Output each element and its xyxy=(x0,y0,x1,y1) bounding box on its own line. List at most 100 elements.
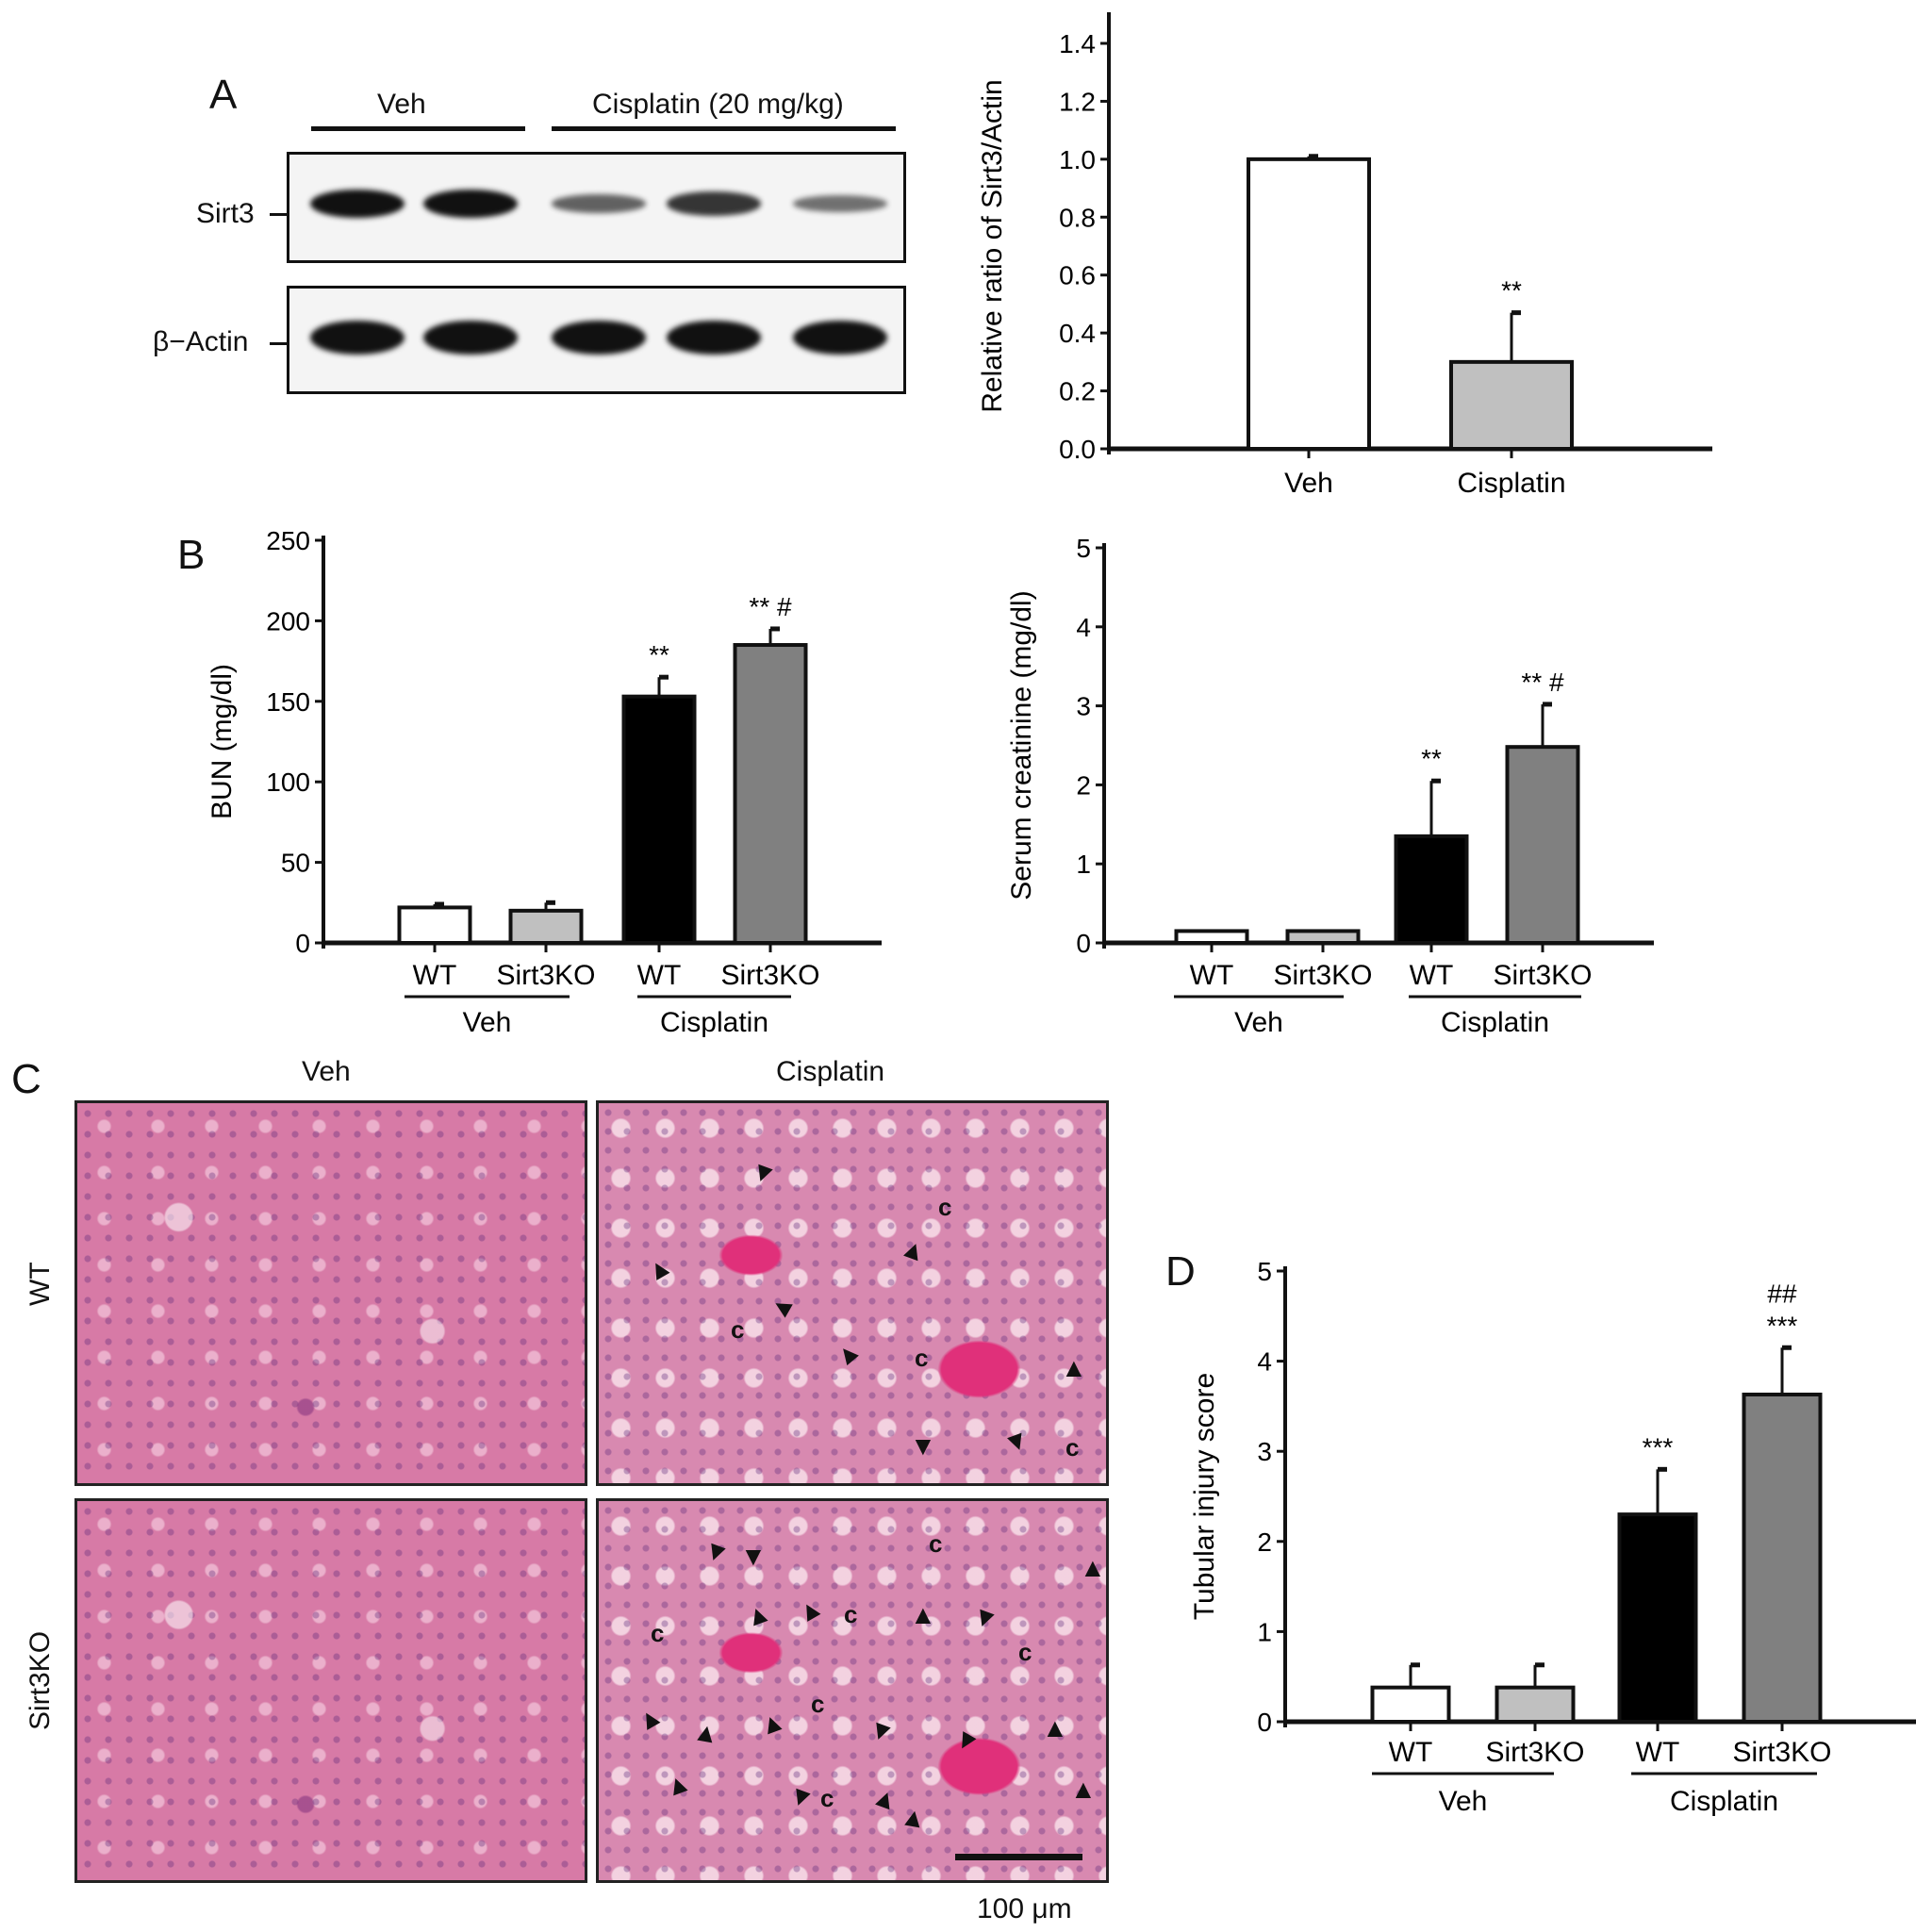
y-tick-label: 100 xyxy=(266,768,310,797)
bar xyxy=(621,694,697,946)
cast-label: c xyxy=(1065,1433,1080,1461)
arrowhead-icon: ▲ xyxy=(1070,1775,1097,1804)
bar xyxy=(1449,359,1574,452)
y-tick-label: 5 xyxy=(1257,1257,1272,1286)
significance-marker: *** xyxy=(1643,1432,1674,1461)
bar xyxy=(733,643,808,946)
y-tick-label: 3 xyxy=(1257,1437,1272,1466)
y-tick-label: 4 xyxy=(1257,1347,1272,1377)
bar xyxy=(397,905,472,946)
y-tick-label: 150 xyxy=(266,687,310,717)
y-tick-label: 4 xyxy=(1076,613,1091,642)
histology-image-sirt3ko-cisplatin: c c c c c c ▲ ▲ ▲ ▲ ▲ ▲ ▲ ▲ ▲ ▲ ▲ ▲ ▲ ▲ ▲ ▲ ▲ ▲ xyxy=(596,1498,1109,1883)
category-label: Sirt3KO xyxy=(496,960,595,991)
y-tick-label: 1.4 xyxy=(1059,29,1096,58)
blot-band xyxy=(667,191,761,216)
significance-marker: *** xyxy=(1767,1311,1798,1340)
category-label: Sirt3KO xyxy=(1273,960,1372,991)
cast-label: c xyxy=(731,1315,745,1344)
blot-band xyxy=(667,321,761,355)
blot-band xyxy=(793,321,887,355)
y-tick-label: 2 xyxy=(1076,770,1091,800)
y-tick-label: 2 xyxy=(1257,1527,1272,1557)
histology-image-wt-veh xyxy=(74,1100,587,1486)
y-tick-label: 250 xyxy=(266,526,310,555)
cast-label: c xyxy=(811,1690,825,1718)
significance-marker: ** # xyxy=(1521,668,1564,697)
panel-label-c: C xyxy=(11,1056,41,1102)
bar xyxy=(1370,1685,1451,1724)
scale-bar xyxy=(955,1854,1082,1860)
significance-marker: ** xyxy=(1501,276,1522,305)
y-tick-label: 200 xyxy=(266,606,310,636)
histology-image-wt-cisplatin: c c c c ▲ ▲ ▲ ▲ ▲ ▲ ▲ ▲ xyxy=(596,1100,1109,1486)
arrowhead-icon: ▲ xyxy=(1042,1713,1068,1742)
arrowhead-icon: ▲ xyxy=(1080,1553,1106,1582)
blot-row-label-actin: β−Actin xyxy=(153,326,249,357)
group-label: Cisplatin xyxy=(1670,1786,1778,1817)
category-label: WT xyxy=(1410,960,1454,991)
category-label: Sirt3KO xyxy=(1493,960,1592,991)
blot-row-label-sirt3: Sirt3 xyxy=(196,198,255,229)
y-tick-label: 0.0 xyxy=(1059,435,1096,464)
category-label: WT xyxy=(637,960,682,991)
y-tick-label: 50 xyxy=(281,849,310,878)
blot-group-veh: Veh xyxy=(377,89,426,120)
significance-marker: ## xyxy=(1767,1279,1797,1308)
y-tick-label: 1.0 xyxy=(1059,145,1096,174)
blot-group-line-cisplatin xyxy=(552,126,896,131)
bar xyxy=(1285,929,1361,945)
y-tick-label: 0.6 xyxy=(1059,261,1096,290)
category-label: WT xyxy=(1636,1737,1680,1768)
category-label: Sirt3KO xyxy=(720,960,819,991)
cast-label: c xyxy=(929,1529,943,1558)
blot-band xyxy=(552,321,646,355)
blot-band xyxy=(310,190,405,218)
bar xyxy=(1495,1685,1576,1724)
y-axis-label: Relative ratio of Sirt3/Actin xyxy=(977,79,1008,412)
group-label: Veh xyxy=(1439,1786,1488,1817)
histo-col-label-cisplatin: Cisplatin xyxy=(776,1056,885,1087)
blot-strip-actin xyxy=(287,286,906,394)
blot-group-cisplatin: Cisplatin (20 mg/kg) xyxy=(592,89,844,120)
bar xyxy=(1617,1512,1698,1724)
cast-label: c xyxy=(844,1600,858,1628)
category-label: WT xyxy=(1389,1737,1433,1768)
y-axis-label: Tubular injury score xyxy=(1189,1373,1220,1620)
blot-band xyxy=(423,321,518,355)
y-tick-label: 3 xyxy=(1076,692,1091,721)
arrowhead-icon: ▲ xyxy=(1061,1353,1087,1382)
panel-label-a: A xyxy=(209,72,238,118)
scale-bar-label: 100 μm xyxy=(977,1893,1072,1924)
y-tick-label: 1 xyxy=(1257,1617,1272,1646)
blot-band xyxy=(423,190,518,218)
panel-label-d: D xyxy=(1165,1248,1196,1295)
bar xyxy=(1247,157,1371,451)
y-tick-label: 0.8 xyxy=(1059,203,1096,232)
y-tick-label: 1.2 xyxy=(1059,87,1096,116)
y-tick-label: 0 xyxy=(1257,1708,1272,1737)
category-label: Veh xyxy=(1284,468,1333,499)
bar xyxy=(508,908,584,946)
y-tick-label: 0 xyxy=(295,929,310,958)
y-axis-label: Serum creatinine (mg/dl) xyxy=(1006,590,1037,900)
y-axis-label: BUN (mg/dl) xyxy=(206,664,238,819)
blot-band xyxy=(552,194,646,213)
blot-band xyxy=(793,195,887,212)
arrowhead-icon: ▲ xyxy=(910,1600,936,1629)
significance-marker: ** xyxy=(649,640,669,669)
category-label: Sirt3KO xyxy=(1732,1737,1831,1768)
significance-marker: ** xyxy=(1421,744,1442,773)
blot-marker-tick xyxy=(270,342,287,345)
cast-label: c xyxy=(938,1193,952,1221)
y-tick-label: 0.4 xyxy=(1059,319,1096,348)
bar xyxy=(1174,929,1249,945)
cast-label: c xyxy=(820,1784,834,1812)
category-label: Sirt3KO xyxy=(1485,1737,1584,1768)
y-tick-label: 0.2 xyxy=(1059,377,1096,406)
bar xyxy=(1742,1392,1823,1725)
cast-label: c xyxy=(915,1344,929,1372)
category-label: WT xyxy=(413,960,457,991)
group-label: Veh xyxy=(1234,1007,1283,1038)
